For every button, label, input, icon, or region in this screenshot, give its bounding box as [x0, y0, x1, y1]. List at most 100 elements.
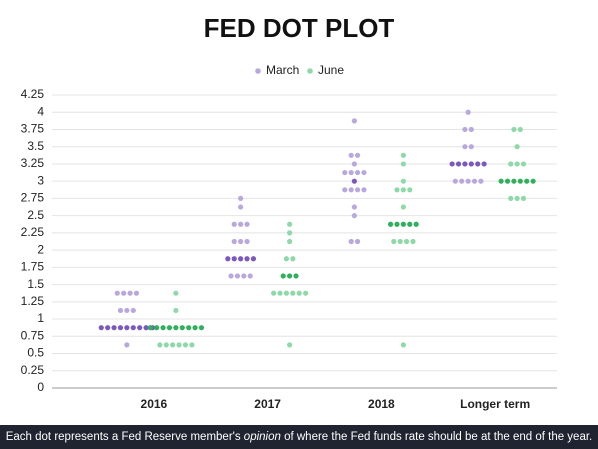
dot [400, 204, 406, 210]
dot [179, 325, 185, 331]
footer: Each dot represents a Fed Reserve member… [0, 425, 598, 449]
dot [287, 273, 293, 279]
y-tick-label: 2.5 [27, 208, 44, 222]
dot [400, 152, 406, 158]
dot [147, 325, 153, 331]
y-tick-label: 0 [37, 380, 44, 394]
dot [400, 187, 406, 193]
dot [247, 273, 253, 279]
chart: FED DOT PLOT 0 0.25 0.5 0.75 1 1.25 1.5 1.75 2 2.… [21, 13, 557, 411]
dot [198, 325, 205, 331]
x-tick-label: 2016 [141, 397, 168, 411]
dot [98, 325, 104, 331]
dot [361, 187, 367, 193]
dot [186, 325, 192, 331]
dot [348, 238, 354, 245]
footer-text: opinion [243, 431, 281, 443]
dot [225, 256, 231, 262]
y-tick-label: 1.75 [21, 260, 45, 274]
dot [342, 169, 348, 176]
dot [508, 195, 514, 202]
footer-text: Each dot represents a Fed Reserve member… [5, 431, 244, 443]
dot [351, 161, 357, 167]
dot [387, 221, 394, 227]
dot [143, 325, 149, 331]
dot [462, 126, 468, 133]
dot [511, 126, 517, 133]
dot [173, 290, 179, 296]
dot [133, 290, 140, 296]
dot [459, 178, 465, 184]
dot [514, 195, 520, 202]
dot [293, 273, 299, 279]
legend-label: March [266, 63, 299, 77]
footer-text: of where the Fed funds rate should be at… [280, 431, 593, 443]
dot [130, 307, 136, 314]
dot [241, 273, 247, 279]
dot [117, 325, 124, 331]
dot [234, 273, 241, 279]
dot [154, 325, 160, 331]
dot [290, 256, 296, 262]
dot [351, 213, 357, 219]
dot [351, 178, 357, 184]
dot [244, 256, 250, 262]
dot [391, 238, 397, 245]
dot [244, 221, 250, 227]
dot [182, 342, 189, 348]
dot [520, 195, 527, 202]
y-tick-label: 1 [37, 311, 44, 325]
dot [498, 178, 504, 184]
x-tick-label: 2018 [368, 397, 395, 411]
dot [163, 342, 169, 348]
dot [130, 325, 136, 331]
dot [280, 273, 286, 279]
dot [287, 221, 293, 227]
dot [244, 238, 250, 245]
dot [287, 238, 293, 245]
dot [192, 325, 198, 331]
dot [410, 238, 416, 245]
dot [283, 290, 290, 296]
dot [348, 152, 354, 158]
dot [137, 325, 143, 331]
dot [238, 221, 244, 227]
dot [290, 290, 296, 296]
dot [303, 290, 309, 296]
dot [117, 307, 124, 314]
y-tick-label: 2 [37, 242, 44, 256]
dot [342, 187, 348, 193]
dot [231, 238, 237, 245]
dot [271, 290, 277, 296]
dot [160, 325, 166, 331]
dot [394, 187, 400, 193]
dot [520, 161, 527, 167]
dot [354, 238, 361, 245]
dot [478, 178, 484, 184]
dot [277, 290, 283, 296]
dot [475, 161, 481, 167]
dot [124, 325, 130, 331]
y-tick-label: 2.25 [21, 225, 45, 239]
y-tick-label: 1.5 [27, 277, 44, 291]
dot [465, 178, 471, 184]
legend-marker [307, 68, 313, 74]
dot [449, 161, 455, 167]
dot [468, 161, 474, 167]
dot [514, 144, 520, 150]
y-tick-label: 0.75 [21, 328, 45, 342]
legend-marker [255, 68, 261, 74]
dot [400, 178, 406, 184]
dot [231, 256, 237, 262]
dot [354, 152, 361, 158]
x-tick-label: 2017 [254, 397, 281, 411]
dot [524, 178, 530, 184]
dot [508, 161, 514, 167]
dot [176, 342, 182, 348]
dot [400, 161, 406, 167]
dot [296, 290, 302, 296]
dot [468, 144, 474, 150]
y-tick-label: 3.25 [21, 156, 45, 170]
dot [189, 342, 195, 348]
